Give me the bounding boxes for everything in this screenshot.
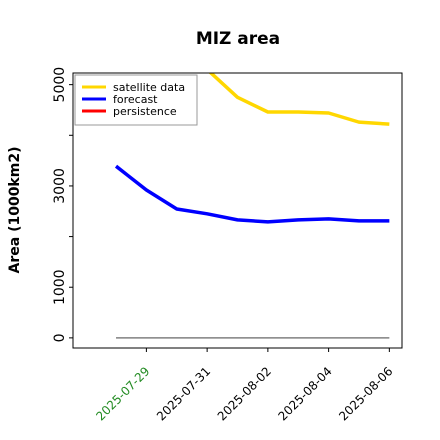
y-tick-label: 1000	[52, 269, 68, 305]
x-tick-label: 2025-08-02	[215, 364, 274, 423]
series-line	[114, 164, 390, 224]
legend-label: forecast	[113, 93, 158, 106]
y-tick-label: 0	[52, 333, 68, 342]
x-tick-label: 2025-07-31	[154, 364, 213, 423]
x-tick-label: 2025-08-06	[336, 364, 395, 423]
y-tick-label: 3000	[52, 168, 68, 204]
plot-frame	[72, 72, 403, 349]
legend-label: persistence	[113, 105, 177, 118]
chart-title: MIZ area	[196, 29, 280, 49]
legend-label: satellite data	[113, 81, 185, 94]
x-tick-label: 2025-08-04	[276, 364, 335, 423]
plot-area	[114, 73, 390, 339]
y-axis-label: Area (1000km2)	[7, 147, 23, 274]
y-tick-label: 5000	[52, 67, 68, 103]
x-tick-label: 2025-07-29	[93, 364, 152, 423]
series-line	[208, 73, 390, 126]
